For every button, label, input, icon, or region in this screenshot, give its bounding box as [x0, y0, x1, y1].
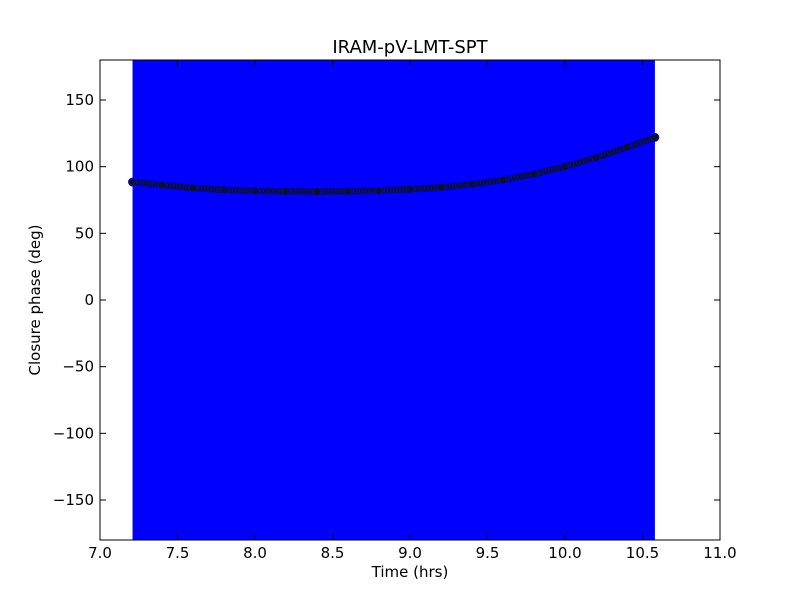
data-point — [560, 162, 570, 172]
data-point — [650, 132, 660, 142]
data-point — [591, 153, 601, 163]
data-point — [374, 186, 384, 196]
data-point — [529, 169, 539, 179]
x-tick-label: 9.0 — [398, 544, 422, 562]
data-point — [281, 187, 291, 196]
data-point — [250, 186, 260, 196]
x-axis-ticks: 7.0 7.5 8.0 8.5 9.0 9.5 10.0 10.5 11.0 — [88, 60, 737, 562]
data-point — [436, 182, 446, 192]
x-tick-label: 10.0 — [548, 544, 581, 562]
x-tick-label: 7.5 — [166, 544, 190, 562]
y-axis-label: Closure phase (deg) — [26, 225, 44, 376]
x-axis-label: Time (hrs) — [371, 563, 449, 581]
data-point — [622, 142, 632, 152]
data-point — [405, 184, 415, 194]
data-point — [498, 175, 508, 185]
x-tick-label: 10.5 — [626, 544, 659, 562]
data-point — [343, 186, 353, 196]
y-tick-label: 100 — [65, 158, 94, 176]
x-tick-label: 8.0 — [243, 544, 267, 562]
data-point — [312, 187, 322, 197]
chart-title: IRAM-pV-LMT-SPT — [332, 37, 488, 58]
data-point — [157, 180, 167, 190]
axes-frame — [99, 59, 721, 541]
data-point — [188, 183, 198, 193]
shaded-band — [132, 60, 655, 540]
data-point — [128, 177, 137, 187]
y-tick-label: −50 — [62, 358, 94, 376]
x-tick-label: 11.0 — [703, 544, 736, 562]
x-tick-label: 9.5 — [476, 544, 500, 562]
y-axis-ticks: −150 −100 −50 0 50 100 150 — [53, 91, 720, 509]
data-point — [219, 185, 229, 195]
y-tick-label: 0 — [84, 291, 94, 309]
y-tick-label: 150 — [65, 91, 94, 109]
x-tick-label: 7.0 — [88, 544, 112, 562]
data-point — [467, 179, 477, 189]
y-tick-label: −100 — [53, 424, 94, 442]
y-tick-label: −150 — [53, 491, 94, 509]
plot-area — [128, 60, 660, 540]
y-tick-label: 50 — [75, 224, 94, 242]
x-tick-label: 8.5 — [321, 544, 345, 562]
